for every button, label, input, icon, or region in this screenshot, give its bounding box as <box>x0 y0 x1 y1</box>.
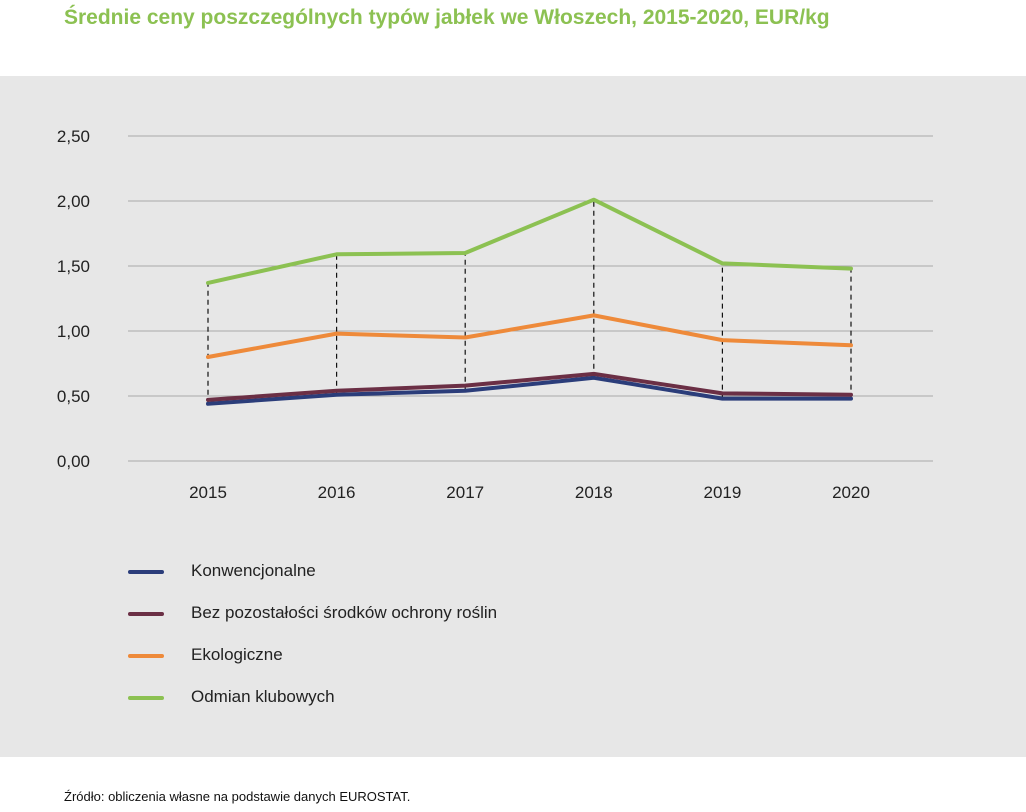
x-tick-label: 2016 <box>318 483 356 502</box>
data-point <box>593 314 595 316</box>
data-point <box>464 390 466 392</box>
x-tick-label: 2015 <box>189 483 227 502</box>
x-tick-label: 2019 <box>703 483 741 502</box>
data-point <box>336 390 338 392</box>
y-tick-label: 0,00 <box>57 452 90 471</box>
data-point <box>721 339 723 341</box>
data-point <box>593 377 595 379</box>
y-tick-label: 2,50 <box>57 127 90 146</box>
data-point <box>336 333 338 335</box>
source-note: Źródło: obliczenia własne na podstawie d… <box>64 789 411 804</box>
data-point <box>207 399 209 401</box>
data-point <box>336 394 338 396</box>
x-tick-label: 2020 <box>832 483 870 502</box>
data-point <box>850 394 852 396</box>
y-tick-label: 1,00 <box>57 322 90 341</box>
x-tick-label: 2017 <box>446 483 484 502</box>
data-point <box>721 392 723 394</box>
data-point <box>207 282 209 284</box>
x-tick-label: 2018 <box>575 483 613 502</box>
x-axis-ticks: 2015 2016 2017 2018 2019 2020 <box>189 483 870 502</box>
series-line-2 <box>206 313 853 359</box>
data-point <box>593 373 595 375</box>
legend-swatch-ekologiczne <box>128 654 164 658</box>
series-line-0 <box>206 375 853 406</box>
data-point <box>464 337 466 338</box>
chart-panel: 0,00 0,50 1,00 1,50 2,00 2,50 2015 2016 2017 201… <box>0 76 1026 757</box>
data-point <box>464 252 466 254</box>
legend-swatch-bez-pozostalosci <box>128 612 164 616</box>
series-line-1 <box>206 371 853 402</box>
legend-label-odmian-klubowych: Odmian klubowych <box>191 687 335 706</box>
series-lines <box>206 197 853 406</box>
legend-label-bez-pozostalosci: Bez pozostałości środków ochrony roślin <box>191 603 498 622</box>
data-point <box>593 199 595 201</box>
legend-label-ekologiczne: Ekologiczne <box>191 645 283 664</box>
y-tick-label: 1,50 <box>57 257 90 276</box>
data-point <box>336 253 338 255</box>
data-point <box>850 398 852 400</box>
chart-title: Średnie ceny poszczególnych typów jabłek… <box>64 6 830 29</box>
drop-lines <box>207 199 852 404</box>
legend-label-konwencjonalne: Konwencjonalne <box>191 561 316 580</box>
data-point <box>207 403 209 405</box>
legend-swatch-konwencjonalne <box>128 570 164 574</box>
y-axis-ticks: 0,00 0,50 1,00 1,50 2,00 2,50 <box>57 127 90 471</box>
data-point <box>850 344 852 346</box>
data-point <box>721 262 723 264</box>
series-line-3 <box>206 197 853 285</box>
y-tick-label: 0,50 <box>57 387 90 406</box>
grid-lines <box>128 135 933 462</box>
data-point <box>721 398 723 400</box>
line-chart: 0,000,501,001,502,002,50 2015 2016 2017 201… <box>57 127 933 502</box>
y-tick-label: 2,00 <box>57 192 90 211</box>
data-point <box>464 385 466 387</box>
data-point <box>850 268 852 270</box>
legend-swatch-odmian-klubowych <box>128 696 164 700</box>
data-point <box>207 356 209 358</box>
